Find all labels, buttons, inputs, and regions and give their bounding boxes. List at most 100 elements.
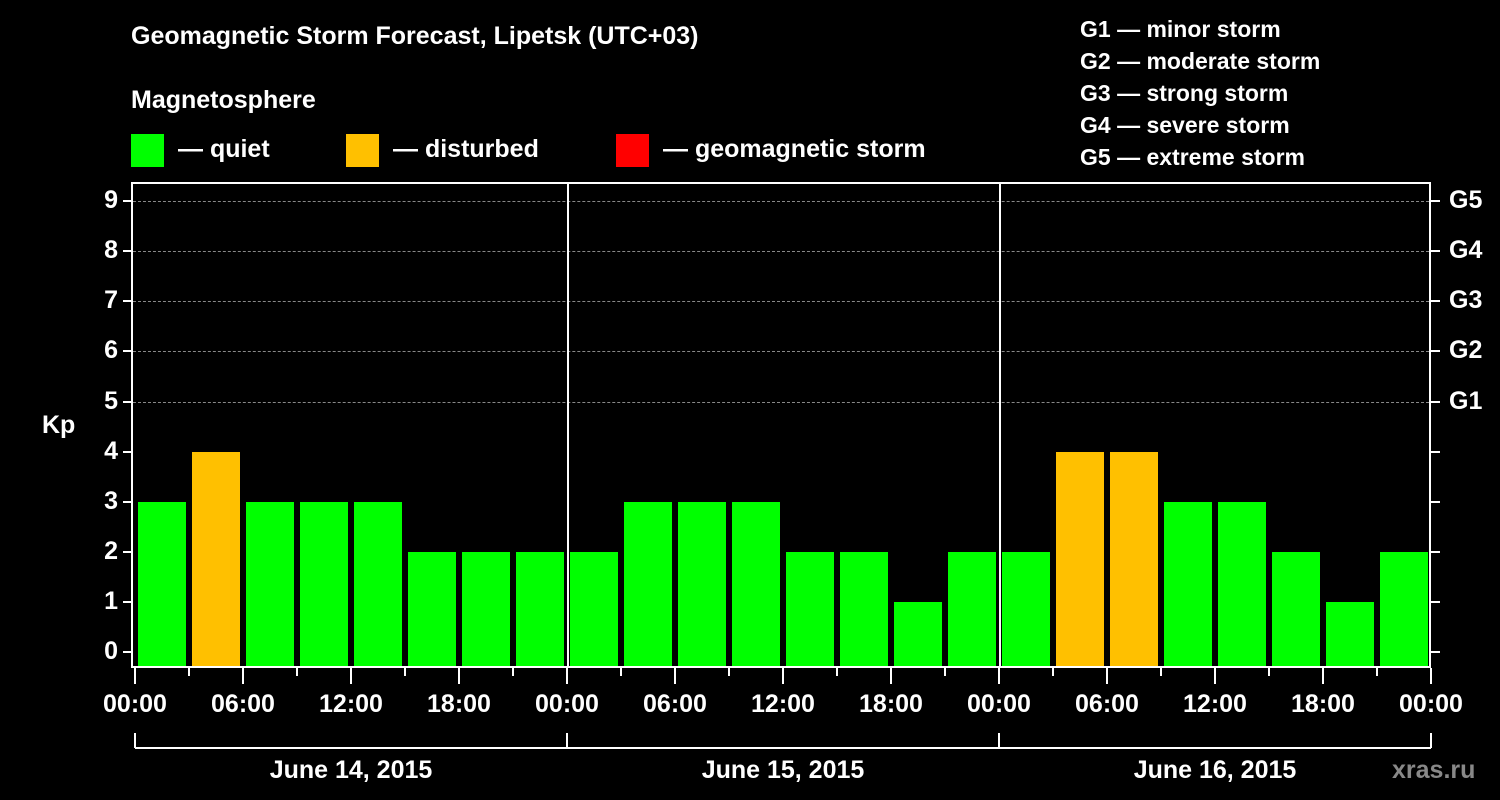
kp-bar	[462, 551, 510, 666]
x-tick-minor	[1160, 668, 1162, 676]
y-tick-label: 7	[104, 286, 118, 315]
x-tick-minor	[944, 668, 946, 676]
right-tick	[1431, 350, 1440, 353]
kp-bar	[894, 601, 942, 666]
right-tick	[1431, 500, 1440, 503]
kp-bar	[138, 501, 186, 666]
kp-bar	[300, 501, 348, 666]
kp-bar	[246, 501, 294, 666]
x-tick-minor	[188, 668, 190, 676]
kp-bar	[840, 551, 888, 666]
kp-bar	[678, 501, 726, 666]
y-tick-label: 9	[104, 186, 118, 215]
kp-bar	[1272, 551, 1320, 666]
g-tick-label: G4	[1449, 236, 1483, 265]
kp-bar	[786, 551, 834, 666]
y-tick	[123, 400, 131, 403]
kp-bar	[1056, 451, 1104, 666]
kp-bar	[732, 501, 780, 666]
g-tick-label: G1	[1449, 386, 1483, 415]
chart-title: Geomagnetic Storm Forecast, Lipetsk (UTC…	[131, 22, 699, 50]
y-tick-label: 4	[104, 436, 118, 465]
x-tick-major	[566, 668, 568, 684]
g-tick-label: G2	[1449, 336, 1483, 365]
x-tick-major	[782, 668, 784, 684]
day-divider	[567, 184, 569, 666]
kp-bar	[408, 551, 456, 666]
x-tick-major	[1322, 668, 1324, 684]
legend-swatch-quiet	[131, 134, 164, 167]
kp-bar	[192, 451, 240, 666]
day-bracket-tick	[998, 733, 1000, 748]
x-tick-major	[1214, 668, 1216, 684]
kp-bar	[1326, 601, 1374, 666]
x-tick-label: 12:00	[319, 690, 383, 718]
x-tick-major	[1430, 668, 1432, 684]
day-bracket-tick	[1430, 733, 1432, 748]
y-tick	[123, 600, 131, 603]
y-tick-label: 3	[104, 486, 118, 515]
right-tick	[1431, 200, 1440, 203]
x-tick-major	[998, 668, 1000, 684]
right-tick	[1431, 600, 1440, 603]
x-tick-major	[134, 668, 136, 684]
kp-bar	[624, 501, 672, 666]
kp-bar	[1164, 501, 1212, 666]
g-tick-label: G3	[1449, 286, 1483, 315]
kp-bar	[948, 551, 996, 666]
day-bracket-tick	[134, 733, 136, 748]
x-tick-minor	[512, 668, 514, 676]
chart-subtitle: Magnetosphere	[131, 86, 316, 114]
y-tick-label: 6	[104, 336, 118, 365]
day-label: June 15, 2015	[701, 756, 865, 784]
x-tick-major	[350, 668, 352, 684]
kp-bar	[1380, 551, 1428, 666]
x-tick-label: 00:00	[1399, 690, 1463, 718]
g-scale-legend: G1 — minor storm G2 — moderate storm G3 …	[1080, 13, 1320, 173]
x-tick-major	[674, 668, 676, 684]
legend-label-storm: — geomagnetic storm	[663, 135, 926, 163]
x-tick-minor	[728, 668, 730, 676]
x-tick-label: 06:00	[643, 690, 707, 718]
y-tick	[123, 200, 131, 203]
y-tick	[123, 651, 131, 653]
g-legend-item: G5 — extreme storm	[1080, 144, 1305, 170]
x-tick-minor	[620, 668, 622, 676]
x-tick-label: 00:00	[967, 690, 1031, 718]
kp-bar	[354, 501, 402, 666]
grid-line	[133, 201, 1429, 203]
x-tick-major	[458, 668, 460, 684]
right-tick	[1431, 250, 1440, 253]
right-tick	[1431, 450, 1440, 453]
x-tick-label: 12:00	[751, 690, 815, 718]
kp-bar	[1110, 451, 1158, 666]
watermark: xras.ru	[1392, 756, 1476, 784]
x-tick-minor	[1268, 668, 1270, 676]
x-tick-label: 18:00	[859, 690, 923, 718]
x-tick-minor	[1376, 668, 1378, 676]
y-tick	[123, 550, 131, 553]
y-tick-label: 1	[104, 586, 118, 615]
y-tick	[123, 500, 131, 503]
y-tick-label: 2	[104, 536, 118, 565]
day-divider	[999, 184, 1001, 666]
x-tick-minor	[404, 668, 406, 676]
g-legend-item: G3 — strong storm	[1080, 80, 1289, 106]
g-legend-item: G2 — moderate storm	[1080, 48, 1321, 74]
y-tick	[123, 300, 131, 303]
legend-label-disturbed: — disturbed	[393, 135, 539, 163]
right-tick	[1431, 400, 1440, 403]
g-legend-item: G1 — minor storm	[1080, 16, 1281, 42]
x-tick-major	[890, 668, 892, 684]
day-bracket-line	[135, 747, 1431, 749]
x-tick-minor	[836, 668, 838, 676]
x-tick-minor	[1052, 668, 1054, 676]
kp-bar	[1218, 501, 1266, 666]
g-tick-label: G5	[1449, 186, 1483, 215]
kp-bar	[516, 551, 564, 666]
legend-swatch-storm	[616, 134, 649, 167]
legend-label-quiet: — quiet	[178, 135, 270, 163]
plot-area	[131, 182, 1431, 668]
kp-bar	[570, 551, 618, 666]
x-tick-label: 00:00	[535, 690, 599, 718]
